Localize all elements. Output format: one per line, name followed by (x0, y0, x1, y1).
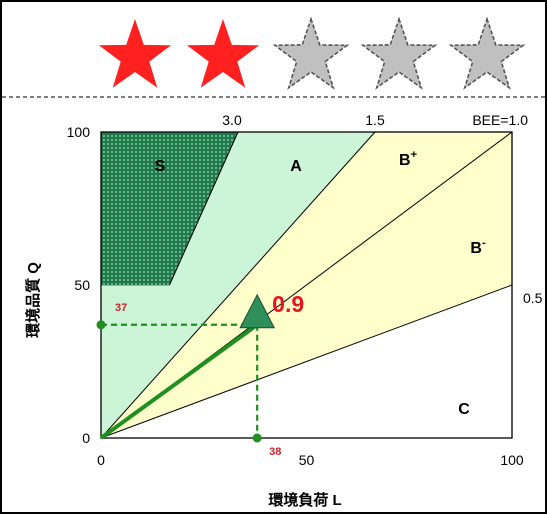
x-tick-label: 50 (299, 452, 315, 468)
star-filled-icon (186, 19, 260, 88)
x-tick-label: 100 (500, 452, 524, 468)
bee-value: 0.9 (272, 291, 304, 317)
region-label-b-minus: B- (470, 237, 486, 257)
plot-area: 3.0 1.5 BEE=1.0 0.5 0 50 100 0 50 100 S A B+ B- C 0.9 37… (67, 112, 543, 468)
star-empty-icon (360, 16, 438, 90)
y-tick-label: 0 (82, 430, 90, 446)
bee-vector (99, 323, 259, 440)
x-axis-point-marker (252, 433, 262, 443)
y-axis-point-marker (96, 320, 106, 330)
bee-label-1-5: 1.5 (365, 112, 385, 128)
region-label-a: A (290, 158, 302, 175)
star-empty-icon (448, 16, 526, 90)
y-tick-label: 100 (67, 124, 91, 140)
point-y-value: 37 (115, 302, 127, 314)
region-label-b-plus: B+ (399, 149, 417, 169)
bee-label-1-0: BEE=1.0 (472, 112, 528, 128)
bee-label-3-0: 3.0 (222, 112, 242, 128)
region-label-s: S (155, 158, 166, 175)
triangle-marker-icon (239, 293, 276, 329)
point-x-value: 38 (269, 446, 281, 458)
rating-stars (98, 16, 526, 90)
region-label-c: C (458, 401, 470, 418)
bee-label-0-5: 0.5 (523, 290, 543, 306)
bee-line-0-5 (100, 284, 513, 439)
bee-line-1-5 (100, 131, 376, 439)
plot-frame (100, 131, 513, 439)
star-filled-icon (98, 19, 172, 88)
x-tick-label: 0 (97, 452, 105, 468)
x-axis-label: 環境負荷 L (268, 491, 341, 509)
y-axis-label: 環境品質 Q (24, 262, 42, 338)
star-empty-icon (272, 16, 350, 90)
y-tick-label: 50 (74, 277, 90, 293)
bee-line-3-0 (169, 131, 239, 286)
